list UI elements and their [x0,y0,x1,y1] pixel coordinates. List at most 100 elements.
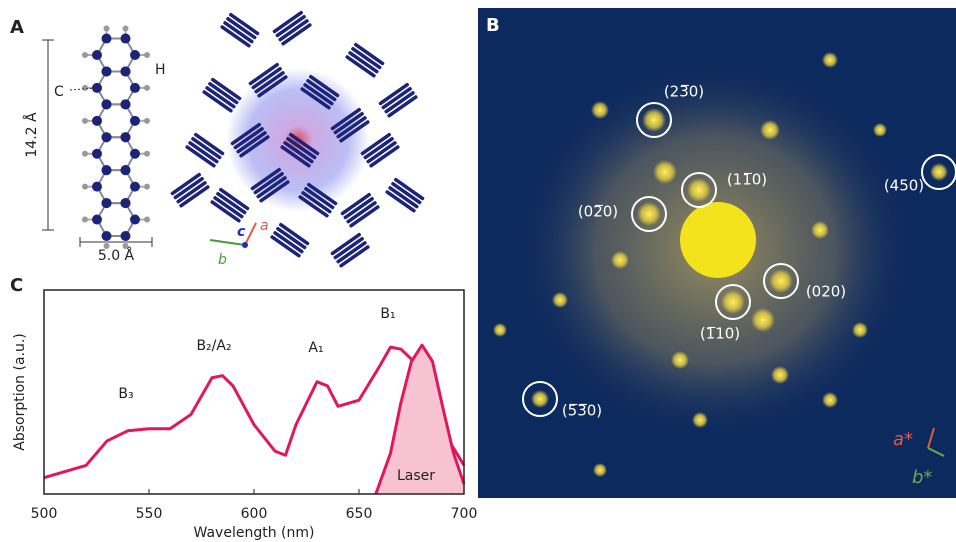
reflection-label: (11̅0) [727,171,767,189]
y-axis-label: Absorption (a.u.) [12,333,28,451]
carbon [130,116,140,126]
hydrogen [82,184,88,190]
reflection-label: (020) [806,283,846,301]
carbon [102,165,112,175]
spot [653,160,677,184]
carbon [130,83,140,93]
x-axis-label: Wavelength (nm) [194,525,315,541]
hydrogen [144,52,150,58]
spot [873,123,887,137]
panel-label: C [10,275,23,296]
spot [493,323,507,337]
carbon [121,34,131,44]
spot [769,269,793,293]
molecule-stack [270,222,310,258]
molecule-stack [170,172,210,208]
ring [97,170,135,203]
reflection-label: (5̅3̅0) [562,402,602,420]
x-tick-label: 600 [241,506,268,522]
molecule-stack [385,177,425,213]
hydrogen [82,85,88,91]
spot [531,390,549,408]
axis-b: b [218,252,227,268]
reflection-label: (450) [884,177,924,195]
peak-label: B₃ [118,386,133,402]
spot [822,52,838,68]
carbon [130,215,140,225]
reflection-label: (02̅0) [578,203,618,221]
hydrogen [144,85,150,91]
carbon [130,149,140,159]
hydrogen [123,243,129,249]
x-tick-label: 650 [346,506,373,522]
peak-label: A₁ [308,340,323,356]
spot [591,101,609,119]
molecule-stack [272,10,312,46]
hydrogen [144,184,150,190]
spot [751,308,775,332]
width-label: 5.0 Å [98,247,135,264]
figure: A 14.2 Å 5.0 Å C Ha bc B (23̅0) (450) (11̅0) (02̅… [0,0,956,542]
hydrogen-label: H [155,62,166,78]
molecule-stack [220,12,260,48]
carbon [92,83,102,93]
height-label: 14.2 Å [23,112,40,158]
ring [97,203,135,236]
carbon [102,34,112,44]
carbon [92,182,102,192]
spot [671,351,689,369]
hydrogen [104,243,110,249]
carbon [130,50,140,60]
ring [97,71,135,104]
hydrogen [82,52,88,58]
spot [680,202,756,278]
ring [97,104,135,137]
panel-a: A 14.2 Å 5.0 Å C Ha bc [10,10,425,268]
carbon [102,99,112,109]
spot [760,120,780,140]
carbon [102,66,112,76]
hydrogen [82,118,88,124]
axis-a: a [260,218,269,234]
spot [552,292,568,308]
x-tick-label: 500 [31,506,58,522]
carbon [121,231,131,241]
spot [611,251,629,269]
carbon [121,165,131,175]
hydrogen [104,26,110,32]
carbon [121,66,131,76]
hydrogen [144,151,150,157]
spot [822,392,838,408]
axis-c: c [237,224,246,240]
hydrogen [123,26,129,32]
hydrogen [144,217,150,223]
molecule-stack [378,82,418,118]
carbon [121,198,131,208]
ring [97,137,135,170]
spot [642,108,666,132]
reflection-label: (23̅0) [664,83,704,101]
spot [811,221,829,239]
axis-b: b* [912,467,932,488]
spot [593,463,607,477]
x-tick-label: 550 [136,506,163,522]
carbon [121,132,131,142]
spot [721,290,745,314]
axis-arrow [210,240,245,245]
panel-label: A [10,17,24,38]
carbon-label: C [54,84,64,100]
hydrogen [82,151,88,157]
molecule-stack [330,232,370,268]
spot [930,163,948,181]
carbon [92,116,102,126]
carbon [92,50,102,60]
carbon [102,231,112,241]
carbon [102,132,112,142]
panel-b: B(23̅0)(450)(11̅0)(02̅0)(020)(1̅10)(5̅3̅… [478,8,956,498]
carbon [102,198,112,208]
panel-label: B [486,15,500,36]
carbon [92,215,102,225]
axis-a: a* [893,429,913,450]
carbon [92,149,102,159]
